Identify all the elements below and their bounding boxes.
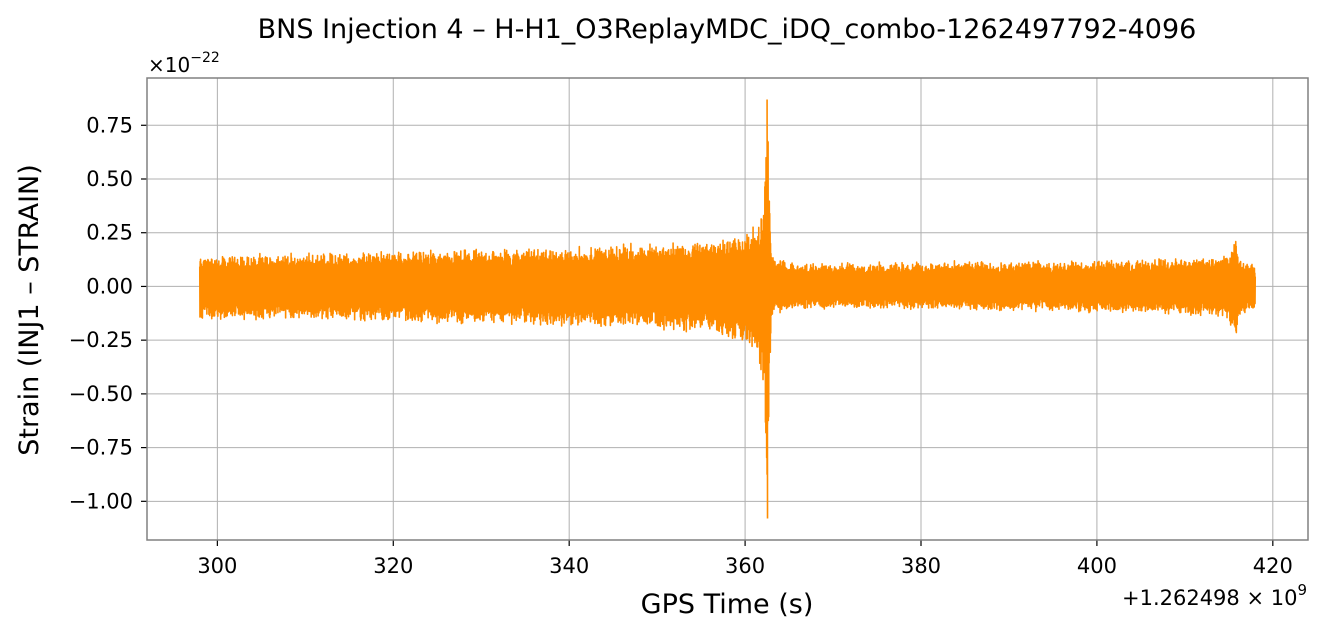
x-tick-label: 400 <box>1077 554 1117 578</box>
x-offset-exponent: 9 <box>1297 581 1307 599</box>
x-tick-label: 360 <box>725 554 765 578</box>
x-tick-label: 340 <box>549 554 589 578</box>
y-tick-label: 0.50 <box>86 167 133 191</box>
y-tick-label: 0.25 <box>86 221 133 245</box>
y-scale-exponent: −22 <box>190 50 220 66</box>
y-scale-label: ×10−22 <box>148 50 220 77</box>
x-axis-label: GPS Time (s) <box>641 589 814 620</box>
y-tick-label: 0.75 <box>86 113 133 137</box>
x-tick-label: 300 <box>197 554 237 578</box>
strain-series-line <box>198 99 1257 519</box>
series-group <box>198 99 1257 519</box>
plot-area-frame <box>146 77 1309 541</box>
y-axis-label: Strain (INJ1 – STRAIN) <box>14 164 45 456</box>
x-offset-base: +1.262498 × 10 <box>1122 586 1297 610</box>
y-tick-label: −1.00 <box>69 489 133 513</box>
chart-title: BNS Injection 4 – H-H1_O3ReplayMDC_iDQ_c… <box>258 14 1197 45</box>
y-tick-label: −0.75 <box>69 436 133 460</box>
y-ticks: 0.75 0.50 0.25 0.00 −0.25 −0.50 −0.75 −1.00 <box>69 113 147 513</box>
y-tick-label: 0.00 <box>86 274 133 298</box>
x-tick-label: 320 <box>373 554 413 578</box>
x-offset-label: +1.262498 × 109 <box>1122 581 1307 610</box>
x-tick-label: 380 <box>901 554 941 578</box>
y-tick-label: −0.50 <box>69 382 133 406</box>
y-scale-base: ×10 <box>148 53 190 77</box>
x-tick-label: 420 <box>1253 554 1293 578</box>
x-ticks: 300 320 340 360 380 400 420 <box>197 540 1293 578</box>
y-tick-label: −0.25 <box>69 328 133 352</box>
